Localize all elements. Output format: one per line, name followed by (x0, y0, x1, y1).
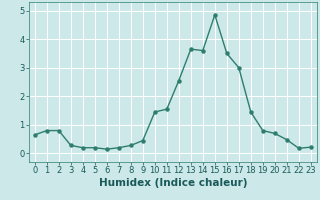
X-axis label: Humidex (Indice chaleur): Humidex (Indice chaleur) (99, 178, 247, 188)
